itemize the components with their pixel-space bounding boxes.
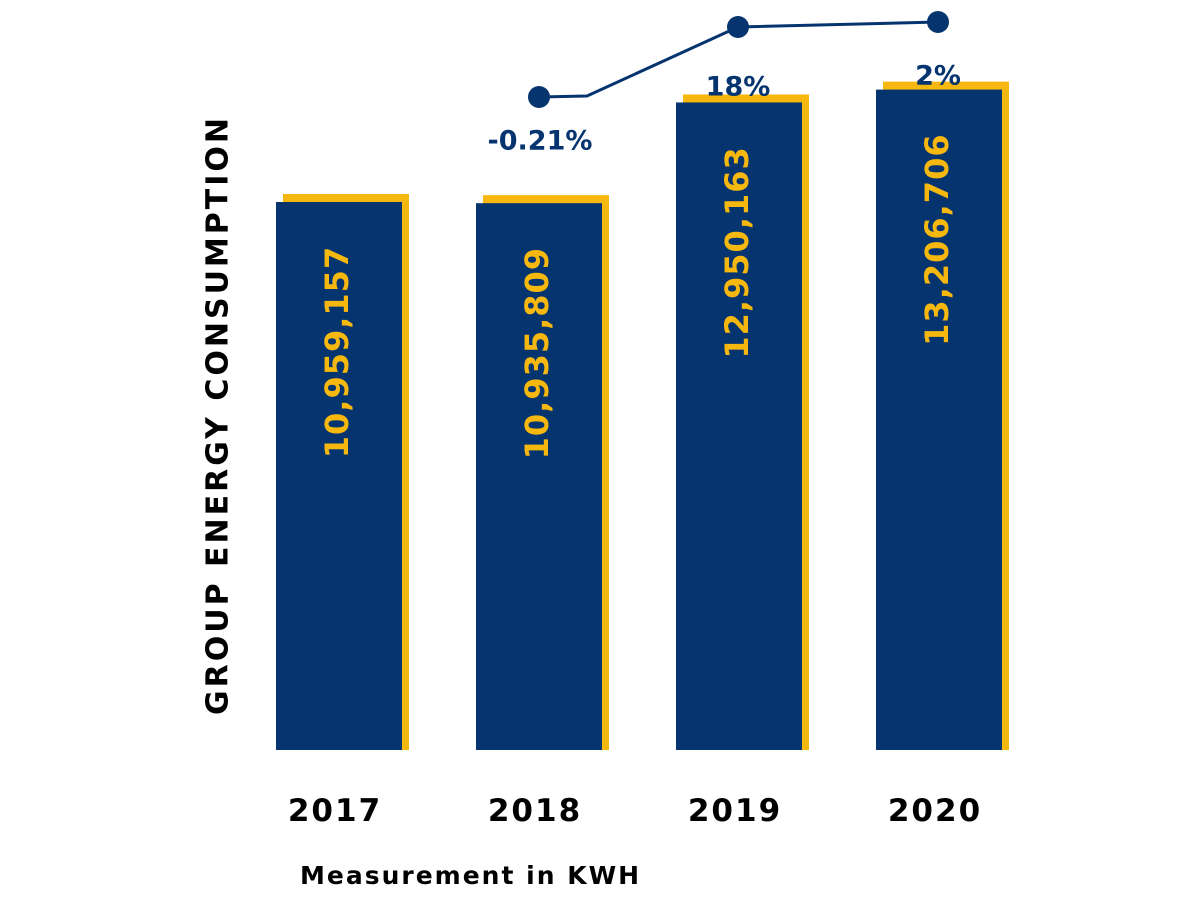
growth-line <box>538 20 939 99</box>
bar-value-label-2018: 10,935,809 <box>518 247 556 459</box>
x-tick-2018: 2018 <box>488 793 582 829</box>
bar-2017 <box>276 202 402 750</box>
growth-point-2020 <box>927 11 949 33</box>
x-axis-label: Measurement in KWH <box>300 861 641 890</box>
growth-label-2019: 18% <box>706 72 771 103</box>
x-tick-2019: 2019 <box>688 793 782 829</box>
bars-layer: 10,959,157 10,935,809 12,950,163 13,206,706 <box>276 81 1009 751</box>
bar-2018 <box>476 203 602 751</box>
x-tick-2017: 2017 <box>288 793 382 829</box>
y-axis-label: GROUP ENERGY CONSUMPTION <box>201 115 236 715</box>
bar-value-label-2017: 10,959,157 <box>318 246 356 458</box>
growth-label-2018: -0.21% <box>488 126 593 157</box>
bar-value-label-2019: 12,950,163 <box>718 146 756 358</box>
x-tick-2020: 2020 <box>888 793 982 829</box>
growth-line-layer: -0.21% 18% 2% <box>488 11 961 157</box>
bar-2019 <box>676 102 802 751</box>
growth-point-2019 <box>727 16 749 38</box>
bar-2020 <box>876 89 1002 751</box>
growth-label-2020: 2% <box>915 61 961 92</box>
x-axis-ticks: 2017 2018 2019 2020 <box>288 793 982 829</box>
growth-point-2018 <box>528 86 550 108</box>
bar-value-label-2020: 13,206,706 <box>918 133 956 345</box>
